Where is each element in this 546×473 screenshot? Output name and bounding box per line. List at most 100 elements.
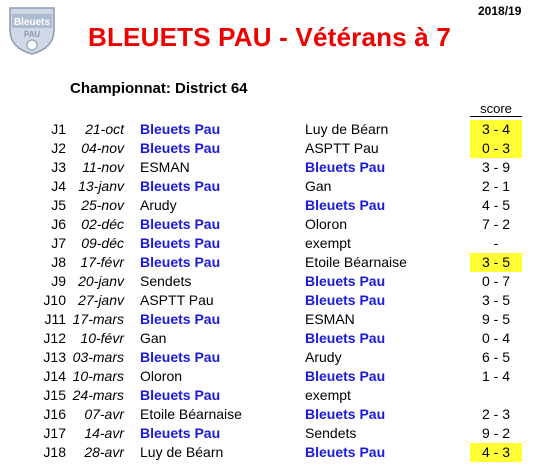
home-team: ESMAN [140, 159, 190, 175]
away-team: Bleuets Pau [305, 444, 386, 460]
match-score: 7 - 2 [481, 216, 510, 232]
match-day: J12 [43, 330, 66, 346]
match-row: J1 21-oct Bleuets Pau Luy de Béarn 3 - 4 [0, 120, 546, 139]
match-table: J1 21-oct Bleuets Pau Luy de Béarn 3 - 4 J2 04… [0, 120, 546, 462]
home-team: Oloron [140, 368, 183, 384]
match-date: 02-déc [81, 216, 124, 232]
away-team: Gan [305, 178, 332, 194]
match-row: J10 27-janv ASPTT Pau Bleuets Pau 3 - 5 [0, 291, 546, 310]
away-team: exempt [305, 387, 351, 403]
match-row: J8 17-févr Bleuets Pau Etoile Béarnaise 3 - … [0, 253, 546, 272]
match-score: 3 - 5 [481, 292, 510, 308]
home-team: Etoile Béarnaise [140, 406, 242, 422]
match-date: 17-mars [72, 311, 124, 327]
match-day: J1 [51, 121, 66, 137]
match-score: 3 - 4 [470, 120, 522, 139]
home-team: Luy de Béarn [140, 444, 224, 460]
away-team: ESMAN [305, 311, 355, 327]
match-score: 0 - 3 [470, 139, 522, 158]
match-row: J9 20-janv Sendets Bleuets Pau 0 - 7 [0, 272, 546, 291]
home-team: Bleuets Pau [140, 349, 221, 365]
home-team: Bleuets Pau [140, 311, 221, 327]
match-date: 09-déc [81, 235, 124, 251]
match-row: J17 14-avr Bleuets Pau Sendets 9 - 2 [0, 424, 546, 443]
match-date: 21-oct [85, 121, 124, 137]
match-date: 11-nov [82, 159, 124, 175]
match-row: J12 10-févr Gan Bleuets Pau 0 - 4 [0, 329, 546, 348]
home-team: ASPTT Pau [140, 292, 214, 308]
match-row: J16 07-avr Etoile Béarnaise Bleuets Pau 2 - … [0, 405, 546, 424]
match-score: 4 - 3 [470, 443, 522, 462]
away-team: Bleuets Pau [305, 368, 386, 384]
match-row: J4 13-janv Bleuets Pau Gan 2 - 1 [0, 177, 546, 196]
match-day: J14 [43, 368, 66, 384]
match-row: J5 25-nov Arudy Bleuets Pau 4 - 5 [0, 196, 546, 215]
match-date: 24-mars [72, 387, 124, 403]
away-team: Bleuets Pau [305, 292, 386, 308]
away-team: Arudy [305, 349, 342, 365]
away-team: Bleuets Pau [305, 330, 386, 346]
svg-text:Bleuets: Bleuets [14, 17, 51, 28]
match-day: J4 [51, 178, 66, 194]
away-team: exempt [305, 235, 351, 251]
away-team: Oloron [305, 216, 348, 232]
match-day: J15 [43, 387, 66, 403]
match-row: J3 11-nov ESMAN Bleuets Pau 3 - 9 [0, 158, 546, 177]
away-team: Etoile Béarnaise [305, 254, 407, 270]
match-day: J3 [51, 159, 66, 175]
home-team: Bleuets Pau [140, 235, 221, 251]
match-day: J8 [51, 254, 66, 270]
match-row: J6 02-déc Bleuets Pau Oloron 7 - 2 [0, 215, 546, 234]
away-team: Sendets [305, 425, 357, 441]
home-team: Gan [140, 330, 167, 346]
home-team: Bleuets Pau [140, 425, 221, 441]
match-score: 3 - 9 [481, 159, 510, 175]
match-day: J9 [51, 273, 66, 289]
match-day: J10 [43, 292, 66, 308]
match-row: J2 04-nov Bleuets Pau ASPTT Pau 0 - 3 [0, 139, 546, 158]
home-team: Bleuets Pau [140, 140, 221, 156]
home-team: Bleuets Pau [140, 178, 221, 194]
season-label: 2018/19 [478, 4, 522, 18]
match-score: 3 - 5 [470, 253, 522, 272]
match-date: 14-avr [84, 425, 124, 441]
match-date: 07-avr [84, 406, 124, 422]
match-row: J7 09-déc Bleuets Pau exempt - [0, 234, 546, 253]
match-date: 10-mars [72, 368, 124, 384]
away-team: Bleuets Pau [305, 406, 386, 422]
home-team: Arudy [140, 197, 177, 213]
match-day: J5 [51, 197, 66, 213]
away-team: Bleuets Pau [305, 273, 386, 289]
home-team: Bleuets Pau [140, 121, 221, 137]
match-day: J16 [43, 406, 66, 422]
match-date: 25-nov [81, 197, 124, 213]
away-team: Bleuets Pau [305, 197, 386, 213]
match-day: J7 [51, 235, 66, 251]
match-row: J14 10-mars Oloron Bleuets Pau 1 - 4 [0, 367, 546, 386]
home-team: Sendets [140, 273, 192, 289]
championship-label: Championnat: District 64 [70, 80, 248, 97]
away-team: ASPTT Pau [305, 140, 379, 156]
match-date: 03-mars [72, 349, 124, 365]
match-day: J6 [51, 216, 66, 232]
match-date: 10-févr [80, 330, 124, 346]
match-row: J18 28-avr Luy de Béarn Bleuets Pau 4 - 3 [0, 443, 546, 462]
svg-text:PAU: PAU [24, 30, 41, 39]
away-team: Luy de Béarn [305, 121, 389, 137]
score-column-header: score [470, 101, 522, 117]
match-score: 9 - 2 [481, 425, 510, 441]
match-score: 6 - 5 [481, 349, 510, 365]
page-title: BLEUETS PAU - Vétérans à 7 [88, 22, 452, 52]
match-score: 0 - 4 [481, 330, 510, 346]
match-score: 2 - 3 [481, 406, 510, 422]
away-team: Bleuets Pau [305, 159, 386, 175]
home-team: Bleuets Pau [140, 254, 221, 270]
match-row: J15 24-mars Bleuets Pau exempt [0, 386, 546, 405]
match-score: 9 - 5 [481, 311, 510, 327]
match-row: J11 17-mars Bleuets Pau ESMAN 9 - 5 [0, 310, 546, 329]
match-date: 13-janv [78, 178, 124, 194]
match-date: 28-avr [84, 444, 124, 460]
match-score: 0 - 7 [481, 273, 510, 289]
home-team: Bleuets Pau [140, 216, 221, 232]
match-day: J11 [44, 311, 66, 327]
